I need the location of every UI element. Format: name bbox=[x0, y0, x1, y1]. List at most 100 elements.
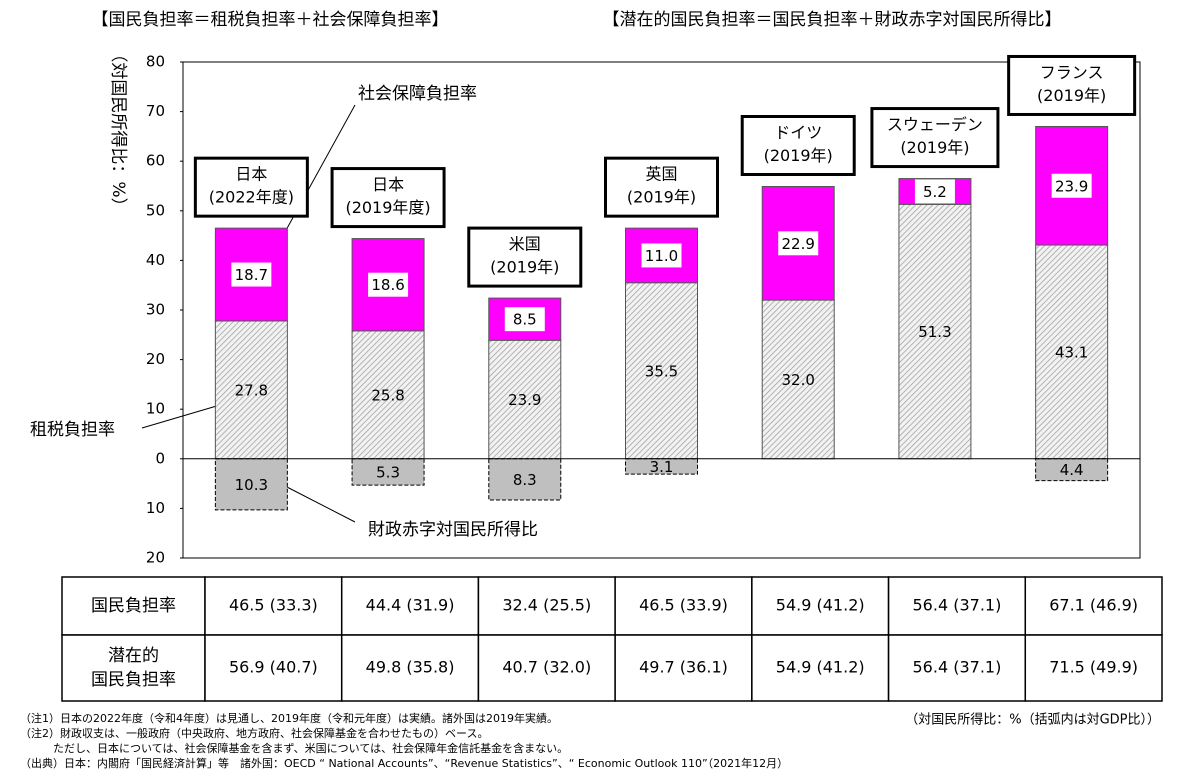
table-cell bbox=[340, 576, 480, 636]
category-box bbox=[870, 107, 1000, 169]
note: （注1）日本の2022年度（令和4年度）は見通し、2019年度（令和元年度）は実… bbox=[20, 711, 558, 725]
category-box bbox=[330, 167, 446, 229]
table-cell bbox=[887, 576, 1027, 636]
category-label: (2019年) bbox=[490, 258, 559, 277]
title: 【潜在的国民負担率＝国民負担率＋財政赤字対国民所得比】 bbox=[603, 10, 1062, 30]
category-label: スウェーデン bbox=[887, 115, 983, 134]
label-bg bbox=[504, 307, 545, 332]
data-label: 43.1 bbox=[1055, 343, 1088, 361]
category-label: 英国 bbox=[645, 165, 677, 184]
y-tick-label: 50 bbox=[146, 201, 165, 219]
y-tick-label: 30 bbox=[146, 301, 165, 319]
data-label: 3.1 bbox=[650, 458, 674, 476]
y-tick-label: 70 bbox=[146, 102, 165, 120]
data-label: 5.3 bbox=[376, 463, 400, 481]
y-tick-label: 20 bbox=[146, 350, 165, 368]
note: （注2）財政収支は、一般政府（中央政府、地方政府、社会保障基金を合わせたもの）ベ… bbox=[20, 726, 488, 740]
table-value: 44.4 (31.9) bbox=[366, 596, 455, 615]
row-header: 国民負担率 bbox=[91, 596, 176, 616]
table-value: 54.9 (41.2) bbox=[776, 596, 865, 615]
unit-note: （対国民所得比：%（括弧内は対GDP比）） bbox=[905, 712, 1160, 728]
y-tick-label: 60 bbox=[146, 152, 165, 170]
table-value: 40.7 (32.0) bbox=[502, 658, 591, 677]
category-label: (2019年) bbox=[764, 146, 833, 165]
category-label: (2022年度) bbox=[209, 188, 294, 207]
table-cell bbox=[61, 634, 206, 702]
category-label: 日本 bbox=[372, 175, 404, 194]
bar-segment bbox=[488, 339, 562, 460]
table-cell bbox=[614, 634, 753, 702]
label-bg bbox=[1051, 173, 1092, 198]
table-value: 49.8 (35.8) bbox=[366, 658, 455, 677]
table-value: 32.4 (25.5) bbox=[502, 596, 591, 615]
y-tick-label: 80 bbox=[146, 53, 165, 71]
category-box bbox=[1007, 54, 1137, 116]
leader-line bbox=[141, 404, 221, 429]
annotation: 財政赤字対国民所得比 bbox=[368, 520, 538, 540]
data-label: 8.5 bbox=[513, 311, 537, 329]
bar-segment bbox=[351, 330, 425, 460]
category-box bbox=[467, 226, 583, 288]
category-box bbox=[604, 156, 719, 218]
row-header: 国民負担率 bbox=[91, 670, 176, 690]
y-tick-label: 0 bbox=[155, 449, 165, 467]
table-value: 56.4 (37.1) bbox=[913, 596, 1002, 615]
data-label: 8.3 bbox=[513, 471, 537, 489]
table-value: 56.9 (40.7) bbox=[229, 658, 318, 677]
table-value: 46.5 (33.9) bbox=[639, 596, 728, 615]
label-bg bbox=[914, 179, 955, 204]
data-label: 5.2 bbox=[923, 183, 947, 201]
data-label: 18.6 bbox=[371, 276, 404, 294]
data-label: 22.9 bbox=[782, 235, 815, 253]
data-label: 18.7 bbox=[235, 266, 268, 284]
label-bg bbox=[778, 231, 819, 256]
category-label: ドイツ bbox=[774, 123, 822, 142]
y-tick-label: 40 bbox=[146, 251, 165, 269]
category-label: (2019年) bbox=[627, 188, 696, 207]
bar-segment bbox=[214, 320, 288, 460]
data-label: 25.8 bbox=[371, 386, 404, 404]
y-axis-label: （対国民所得比：%） bbox=[108, 45, 128, 214]
table-cell bbox=[204, 576, 343, 636]
bar-segment bbox=[1035, 125, 1109, 246]
annotation: 租税負担率 bbox=[30, 420, 115, 440]
table-cell bbox=[204, 634, 343, 702]
data-label: 51.3 bbox=[918, 323, 951, 341]
category-label: (2019年) bbox=[900, 138, 969, 157]
category-label: 米国 bbox=[509, 235, 541, 254]
data-label: 23.9 bbox=[508, 391, 541, 409]
leader-line bbox=[284, 485, 356, 523]
table-value: 49.7 (36.1) bbox=[639, 658, 728, 677]
annotation: 社会保障負担率 bbox=[358, 84, 477, 104]
data-label: 10.3 bbox=[235, 476, 268, 494]
table-cell bbox=[477, 634, 616, 702]
table-value: 46.5 (33.3) bbox=[229, 596, 318, 615]
data-label: 27.8 bbox=[235, 381, 268, 399]
category-label: 日本 bbox=[235, 165, 267, 184]
category-box bbox=[193, 156, 309, 218]
title: 【国民負担率＝租税負担率＋社会保障負担率】 bbox=[92, 10, 449, 30]
data-label: 11.0 bbox=[645, 247, 678, 265]
data-label: 32.0 bbox=[782, 371, 815, 389]
label-bg bbox=[368, 272, 409, 297]
category-box bbox=[740, 114, 856, 176]
data-label: 35.5 bbox=[645, 362, 678, 380]
table-cell bbox=[614, 576, 753, 636]
table-value: 54.9 (41.2) bbox=[776, 658, 865, 677]
table-value: 71.5 (49.9) bbox=[1049, 658, 1138, 677]
bar-segment bbox=[761, 299, 835, 460]
category-label: フランス bbox=[1040, 63, 1104, 82]
table-cell bbox=[1024, 634, 1163, 702]
note: （出典）日本：内閣府「国民経済計算」等 諸外国：OECD “ National … bbox=[20, 756, 788, 770]
data-label: 23.9 bbox=[1055, 177, 1088, 195]
data-label: 4.4 bbox=[1060, 461, 1084, 479]
bar-segment bbox=[351, 458, 425, 486]
label-bg bbox=[641, 243, 682, 268]
y-tick-label: 20 bbox=[146, 549, 165, 567]
table-cell bbox=[751, 634, 890, 702]
bar-segment bbox=[625, 282, 698, 460]
table-value: 67.1 (46.9) bbox=[1049, 596, 1138, 615]
y-tick-label: 10 bbox=[146, 499, 165, 517]
table-cell bbox=[1024, 576, 1163, 636]
